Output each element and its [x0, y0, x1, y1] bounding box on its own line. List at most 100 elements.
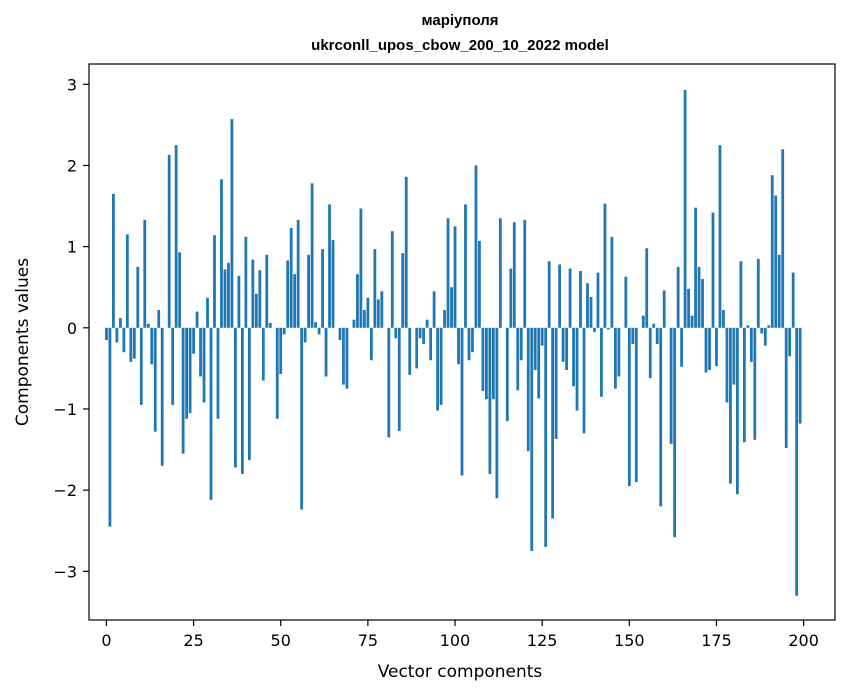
bar [683, 89, 687, 328]
bar [160, 327, 164, 466]
bar [701, 279, 704, 328]
bar [425, 319, 429, 328]
bar [568, 268, 572, 328]
bar [373, 249, 377, 328]
bar [247, 327, 251, 461]
bar [652, 323, 656, 328]
bar [275, 327, 279, 419]
bar [369, 327, 373, 361]
bar [547, 261, 551, 328]
bar [146, 323, 150, 328]
bar [512, 222, 516, 328]
x-tick-label: 25 [183, 631, 203, 650]
bar [774, 195, 778, 328]
bar [254, 293, 258, 328]
bar [157, 309, 161, 328]
bar [736, 327, 739, 495]
plot-frame [88, 63, 836, 621]
bar [784, 327, 788, 448]
y-tick-label: 0 [67, 319, 77, 338]
x-axis: 0 25 50 75 100 125 150 175 200 [101, 620, 819, 650]
bar [227, 262, 230, 328]
bar [220, 179, 223, 328]
bar [756, 258, 760, 328]
bar [366, 297, 370, 328]
bar [575, 327, 579, 411]
bar [342, 327, 345, 385]
bar [481, 327, 485, 392]
bar [213, 235, 216, 328]
bar [397, 327, 401, 431]
bar [509, 268, 513, 328]
bar [505, 327, 509, 422]
bar [125, 234, 129, 328]
bar [122, 327, 126, 353]
x-tick-label: 125 [527, 631, 558, 650]
bar [289, 227, 293, 328]
bar [680, 327, 684, 367]
bar [742, 327, 746, 443]
bar [471, 327, 474, 353]
bar [641, 315, 645, 328]
x-tick-label: 50 [271, 631, 291, 650]
bar [314, 322, 317, 328]
bar [729, 327, 732, 484]
bar [777, 254, 781, 328]
bar [662, 290, 666, 328]
bar [708, 327, 711, 371]
bar [673, 327, 677, 538]
bar [498, 218, 502, 328]
bar [404, 176, 408, 328]
bar [659, 327, 663, 507]
bar [648, 327, 652, 379]
bar [188, 327, 192, 414]
bar [387, 327, 391, 438]
x-tick-label: 200 [788, 631, 819, 650]
bar [195, 311, 199, 328]
bar [460, 327, 464, 476]
y-axis-label: Components values [13, 258, 33, 426]
bar [565, 327, 568, 371]
bar [363, 309, 366, 328]
bar [495, 327, 499, 499]
bar [321, 249, 324, 328]
bar [282, 327, 286, 335]
bar [753, 327, 757, 440]
bar [624, 276, 628, 328]
bar [178, 252, 182, 328]
bar [526, 327, 530, 452]
bar [317, 327, 321, 335]
bar [558, 264, 561, 328]
bar [551, 327, 555, 519]
bar [739, 261, 743, 328]
bar [359, 208, 363, 328]
bar [781, 149, 785, 328]
bar [453, 226, 457, 328]
bar [209, 327, 213, 500]
bar [690, 315, 694, 328]
bar [150, 327, 154, 365]
bar [746, 325, 750, 328]
bar [286, 260, 290, 328]
bar [767, 325, 771, 328]
bar [401, 253, 405, 328]
bar [181, 327, 185, 454]
bar [171, 327, 175, 405]
bar [300, 327, 304, 510]
bar [118, 318, 122, 328]
bar [324, 327, 328, 377]
y-tick-label: 3 [67, 75, 77, 94]
bar [174, 145, 178, 328]
bar [153, 327, 157, 432]
bar [579, 270, 582, 328]
bar [537, 327, 541, 399]
bar [655, 327, 659, 345]
bar [610, 236, 614, 328]
y-tick-label: 2 [67, 156, 77, 175]
bar [554, 327, 558, 439]
bar [261, 327, 265, 381]
x-axis-label: Vector components [378, 662, 543, 682]
y-tick-label: −1 [53, 400, 77, 419]
chart-subtitle: ukrconll_upos_cbow_200_10_2022 model [311, 37, 609, 54]
